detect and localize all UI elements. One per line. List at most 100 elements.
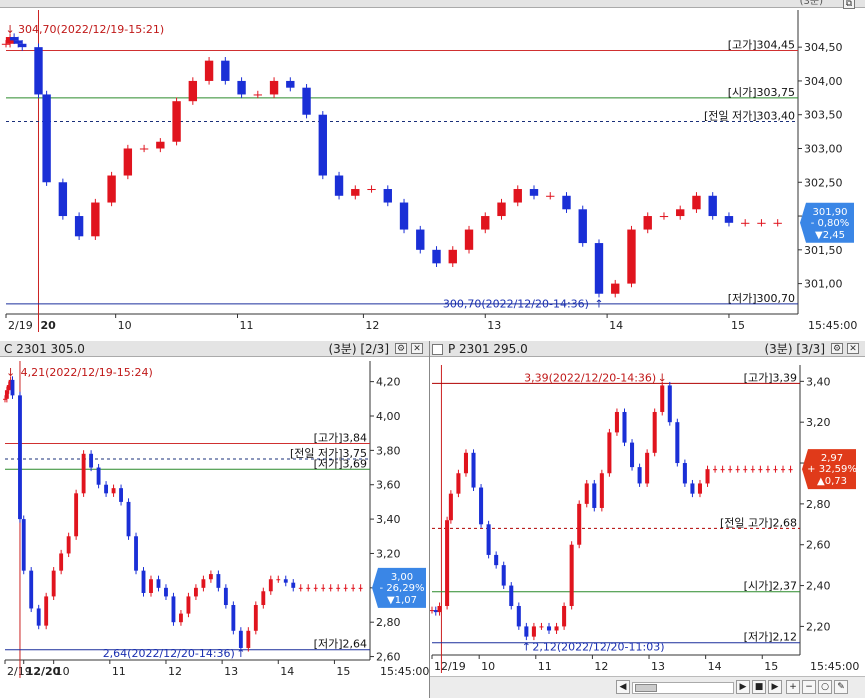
candle-body: [676, 209, 685, 217]
put-panel-settings-icon[interactable]: ⚙: [831, 343, 843, 354]
scroll-right-button[interactable]: ▶: [736, 680, 750, 694]
candle-body: [513, 189, 522, 203]
high-marker-arrow: ↓: [6, 366, 15, 379]
call-panel-close-icon[interactable]: ✕: [411, 343, 423, 354]
high-marker-label: 3,39(2022/12/20-14:36): [524, 371, 656, 384]
high-marker-arrow: ↓: [658, 371, 667, 384]
candle-body: [343, 587, 348, 589]
candle-body: [546, 626, 552, 631]
price-badge-price: 2,97: [821, 453, 843, 464]
candle-body: [690, 483, 695, 494]
candle-body: [286, 80, 295, 88]
candle-body: [432, 249, 441, 264]
candle-body: [705, 469, 710, 484]
candle-body: [456, 473, 461, 494]
candle-body: [529, 189, 539, 196]
candle-body: [758, 469, 763, 471]
reference-line-label: [저가]2,12: [744, 631, 797, 644]
candle-body: [44, 596, 49, 626]
candle-body: [104, 484, 109, 494]
zoom-out-icon[interactable]: −: [802, 680, 816, 694]
call-panel-settings-icon[interactable]: ⚙: [395, 343, 407, 354]
candle-body: [399, 202, 409, 230]
candle-body: [652, 411, 657, 453]
low-marker-label: 2,12(2022/12/20-11:03): [532, 641, 664, 654]
call-chart: 2,60 2,80 3,00 3,20 3,40 3,60 3,80 4,00 4,20 2/19…: [3, 361, 429, 678]
y-tick-label: 301,00: [804, 278, 843, 291]
candle-body: [494, 554, 499, 566]
candle-body: [788, 469, 793, 471]
candle-body: [728, 469, 733, 471]
candle-body: [318, 114, 327, 176]
candle-body: [750, 469, 755, 471]
scroll-track[interactable]: [632, 682, 734, 694]
candle-body: [437, 605, 442, 613]
x-tick-label: 12/20: [26, 665, 61, 678]
reference-line-label: [전일 고가]2,68: [720, 515, 797, 529]
candle-body: [708, 195, 717, 217]
candle-body: [107, 175, 116, 203]
candle-body: [584, 483, 589, 504]
candle-body: [238, 630, 243, 648]
candle-body: [123, 148, 133, 176]
candle-body: [516, 605, 521, 627]
candle-body: [524, 626, 529, 637]
scroll-thumb[interactable]: [635, 684, 657, 692]
settings-wrench-icon[interactable]: ✎: [834, 680, 848, 694]
put-panel-checkbox[interactable]: [432, 344, 443, 355]
y-tick-label: 4,20: [376, 376, 401, 389]
put-chart: 2,202,402,602,803,003,203,4012/191011121…: [430, 365, 859, 673]
candle-body: [539, 626, 544, 628]
reference-line-label: [시가]2,37: [744, 580, 797, 593]
candle-body: [89, 453, 94, 468]
candle-body: [614, 411, 619, 433]
candle-body: [10, 379, 15, 396]
candle-body: [4, 390, 9, 399]
candle-body: [351, 587, 356, 589]
put-panel-close-icon[interactable]: ✕: [847, 343, 859, 354]
high-marker-arrow: ↓: [5, 23, 14, 36]
scroll-left-button[interactable]: ◀: [616, 680, 630, 694]
candle-body: [201, 579, 206, 588]
candle-body: [486, 524, 491, 555]
zoom-in-icon[interactable]: +: [786, 680, 800, 694]
x-tick-label: 12: [365, 319, 379, 332]
x-tick-label: 15: [731, 319, 745, 332]
corner-time: 15:45:00: [810, 660, 859, 673]
candle-body: [172, 101, 181, 142]
y-tick-label: 301,50: [804, 244, 843, 257]
x-tick-label: 13: [487, 319, 501, 332]
candle-body: [448, 493, 453, 521]
put-panel-period: (3분) [3/3]: [764, 342, 825, 356]
low-marker-arrow: ↑: [236, 647, 245, 660]
x-tick-label: 15: [336, 665, 350, 678]
x-tick-label: 12/19: [434, 660, 466, 673]
scroll-end-button[interactable]: ▶: [768, 680, 782, 694]
candle-body: [627, 229, 636, 284]
candle-body: [119, 488, 123, 502]
candle-body: [531, 626, 536, 637]
candle-body: [445, 520, 450, 606]
x-tick-label: 14: [280, 665, 294, 678]
candle-body: [660, 385, 665, 412]
candle-body: [204, 60, 214, 81]
y-tick-label: 2,80: [376, 616, 401, 629]
candle-body: [231, 605, 236, 631]
candle-body: [321, 587, 326, 589]
candle-body: [433, 610, 438, 613]
candle-body: [66, 536, 71, 554]
call-panel-period: (3분) [2/3]: [328, 342, 389, 356]
candle-body: [336, 587, 341, 589]
top-panel-window-button[interactable]: ⧉: [843, 0, 855, 9]
candle-body: [58, 182, 68, 217]
candle-body: [261, 591, 266, 606]
price-badge-pct: - 0,80%: [811, 218, 850, 229]
candle-body: [562, 195, 571, 210]
zoom-reset-icon[interactable]: ○: [818, 680, 832, 694]
candle-body: [208, 574, 213, 580]
scroll-start-button[interactable]: ■: [752, 680, 766, 694]
candle-body: [554, 626, 559, 631]
candle-body: [18, 395, 22, 520]
y-tick-label: 3,40: [376, 513, 401, 526]
y-tick-label: 3,60: [376, 479, 401, 492]
